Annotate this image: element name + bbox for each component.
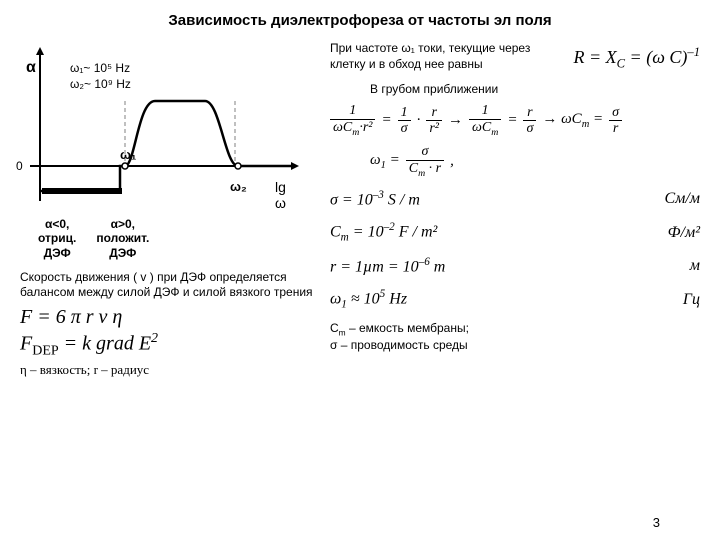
neg-l2: отриц. <box>38 231 76 245</box>
right-column: При частоте ω₁ токи, текущие через клетк… <box>330 41 700 378</box>
row-sigma: σ = 10–3 S / m См/м <box>330 185 700 213</box>
row-cm: Cm = 10–2 F / m² Ф/м² <box>330 217 700 248</box>
pos-def-col: α>0, положит. ДЭФ <box>96 217 149 260</box>
row-r: r = 1µm = 10–6 m м <box>330 252 700 280</box>
main-layout: α ω₁~ 10⁵ Hz ω₂~ 10⁹ Hz 0 ω₁ ω₂ lg ω <box>20 41 700 378</box>
approx-text: В грубом приближении <box>370 82 700 98</box>
eq-note: η – вязкость; r – радиус <box>20 362 320 378</box>
freq-note-2: ω₂~ 10⁹ Hz <box>70 77 131 93</box>
left-column: α ω₁~ 10⁵ Hz ω₂~ 10⁹ Hz 0 ω₁ ω₂ lg ω <box>20 41 320 378</box>
unit-f: Ф/м² <box>668 224 700 242</box>
fdep-sq: 2 <box>151 331 158 346</box>
row-w1val: ω1 ≈ 105 Hz Гц <box>330 284 700 315</box>
unit-hz: Гц <box>683 291 700 309</box>
w2-label: ω₂ <box>230 179 247 194</box>
page-title: Зависимость диэлектрофореза от частоты э… <box>20 12 700 29</box>
chart-legend: α<0, отриц. ДЭФ α>0, положит. ДЭФ <box>38 217 320 260</box>
freq-note-1: ω₁~ 10⁵ Hz <box>70 61 131 77</box>
neg-def-col: α<0, отриц. ДЭФ <box>38 217 76 260</box>
fdep-F: F <box>20 333 32 355</box>
unit-m: м <box>690 257 700 275</box>
fdep-rest: = k grad E <box>59 333 151 355</box>
intro-text: При частоте ω₁ токи, текущие через клетк… <box>330 41 564 72</box>
caption: Cm – емкость мембраны;σ – проводимость с… <box>330 321 700 354</box>
speed-text: Скорость движения ( v ) при ДЭФ определя… <box>20 270 320 300</box>
fdep-sub: DEP <box>32 344 58 359</box>
pos-l2: положит. <box>96 231 149 245</box>
eq-w1: ω1 = σCm · r , <box>370 144 700 179</box>
pos-l1: α>0, <box>96 217 149 231</box>
eq-fdep: FDEP = k grad E2 <box>20 331 320 360</box>
x-axis-label: lg ω <box>275 179 300 211</box>
y-axis-label: α <box>26 59 36 77</box>
w1-label: ω₁ <box>120 147 136 162</box>
neg-l1: α<0, <box>38 217 76 231</box>
chart-svg <box>20 41 300 211</box>
freq-notes: ω₁~ 10⁵ Hz ω₂~ 10⁹ Hz <box>70 61 131 92</box>
pos-l3: ДЭФ <box>96 246 149 260</box>
chart: α ω₁~ 10⁵ Hz ω₂~ 10⁹ Hz 0 ω₁ ω₂ lg ω <box>20 41 300 211</box>
eq-chain: 1ωCm·r² = 1σ·rr² → 1ωCm = rσ → ωCm = σr <box>330 103 700 138</box>
unit-sm: См/м <box>664 190 700 208</box>
eq-rxc: R = XC = (ω C)–1 <box>574 45 701 72</box>
eq-friction: F = 6 π r v η <box>20 306 320 329</box>
page-number: 3 <box>653 515 660 530</box>
neg-l3: ДЭФ <box>38 246 76 260</box>
zero-label: 0 <box>16 159 23 173</box>
